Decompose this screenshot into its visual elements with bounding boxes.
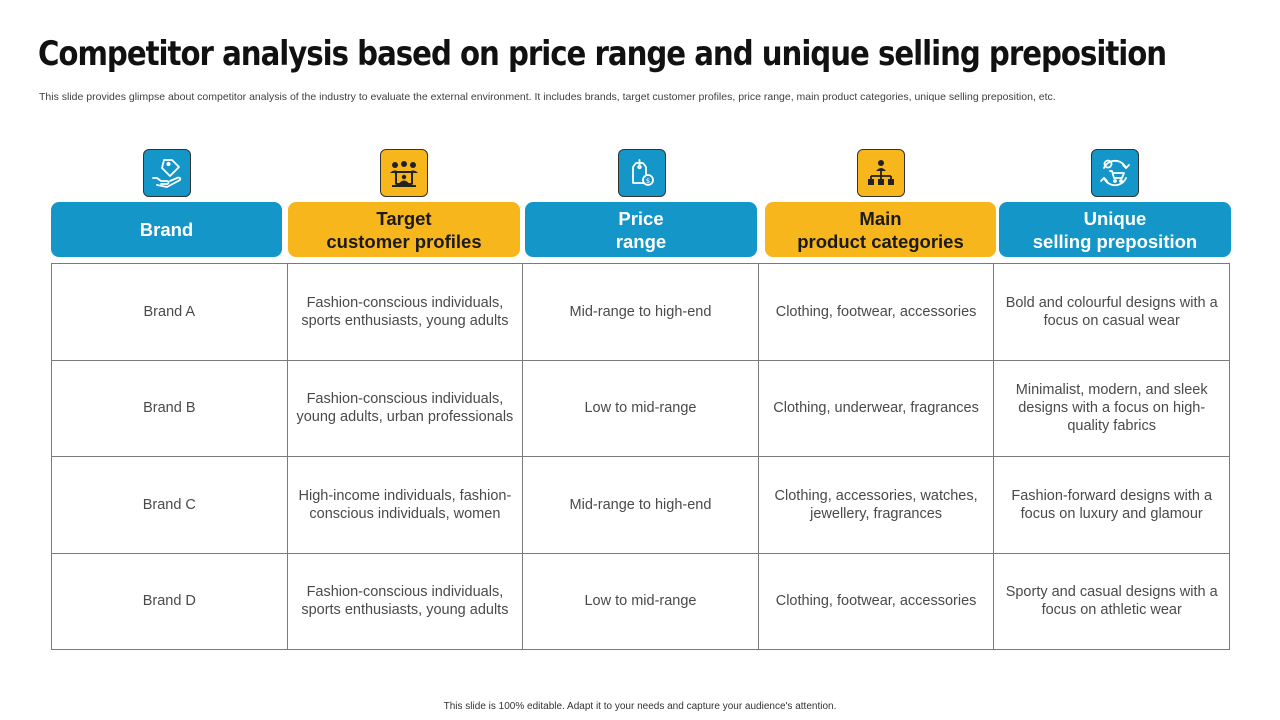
price-range-cell: Mid-range to high-end [522, 456, 759, 554]
price-range-cell: Low to mid-range [522, 359, 759, 457]
price-range-cell: Mid-range to high-end [522, 263, 759, 361]
customer-profile-cell: Fashion-conscious individuals, sports en… [286, 552, 524, 650]
product-categories-cell: Clothing, accessories, watches, jeweller… [757, 456, 995, 554]
usp-cell: Bold and colourful designs with a focus … [993, 263, 1230, 361]
header-target-customer-profiles: Target customer profiles [288, 202, 520, 257]
table-row: Brand C High-income individuals, fashion… [51, 456, 1230, 554]
header-main-product-categories: Main product categories [765, 202, 996, 257]
customer-profile-cell: Fashion-conscious individuals, young adu… [286, 359, 524, 457]
hand-tag-icon [143, 149, 191, 197]
brand-cell: Brand D [51, 552, 288, 650]
price-tag-icon: $ [618, 149, 666, 197]
product-categories-cell: Clothing, footwear, accessories [757, 263, 995, 361]
table-row: Brand B Fashion-conscious individuals, y… [51, 359, 1230, 457]
header-unique-selling-preposition: Unique selling preposition [999, 202, 1231, 257]
customer-profile-cell: Fashion-conscious individuals, sports en… [286, 263, 524, 361]
page-title: Competitor analysis based on price range… [38, 34, 1167, 74]
header-brand: Brand [51, 202, 282, 257]
usp-cell: Minimalist, modern, and sleek designs wi… [993, 359, 1230, 457]
brand-cell: Brand B [51, 359, 288, 457]
usp-cell: Fashion-forward designs with a focus on … [993, 456, 1230, 554]
page-subtitle: This slide provides glimpse about compet… [39, 91, 1056, 103]
svg-text:$: $ [646, 177, 650, 185]
brand-cell: Brand C [51, 456, 288, 554]
usp-cell: Sporty and casual designs with a focus o… [993, 552, 1230, 650]
customer-group-icon [380, 149, 428, 197]
hierarchy-icon [857, 149, 905, 197]
product-categories-cell: Clothing, footwear, accessories [757, 552, 995, 650]
table-row: Brand A Fashion-conscious individuals, s… [51, 263, 1230, 361]
cart-cycle-icon [1091, 149, 1139, 197]
brand-cell: Brand A [51, 263, 288, 361]
competitor-table: Brand A Fashion-conscious individuals, s… [51, 263, 1230, 650]
header-price-range: Price range [525, 202, 757, 257]
product-categories-cell: Clothing, underwear, fragrances [757, 359, 995, 457]
footer-note: This slide is 100% editable. Adapt it to… [443, 701, 837, 712]
customer-profile-cell: High-income individuals, fashion-conscio… [286, 456, 524, 554]
price-range-cell: Low to mid-range [522, 552, 759, 650]
table-row: Brand D Fashion-conscious individuals, s… [51, 552, 1230, 650]
